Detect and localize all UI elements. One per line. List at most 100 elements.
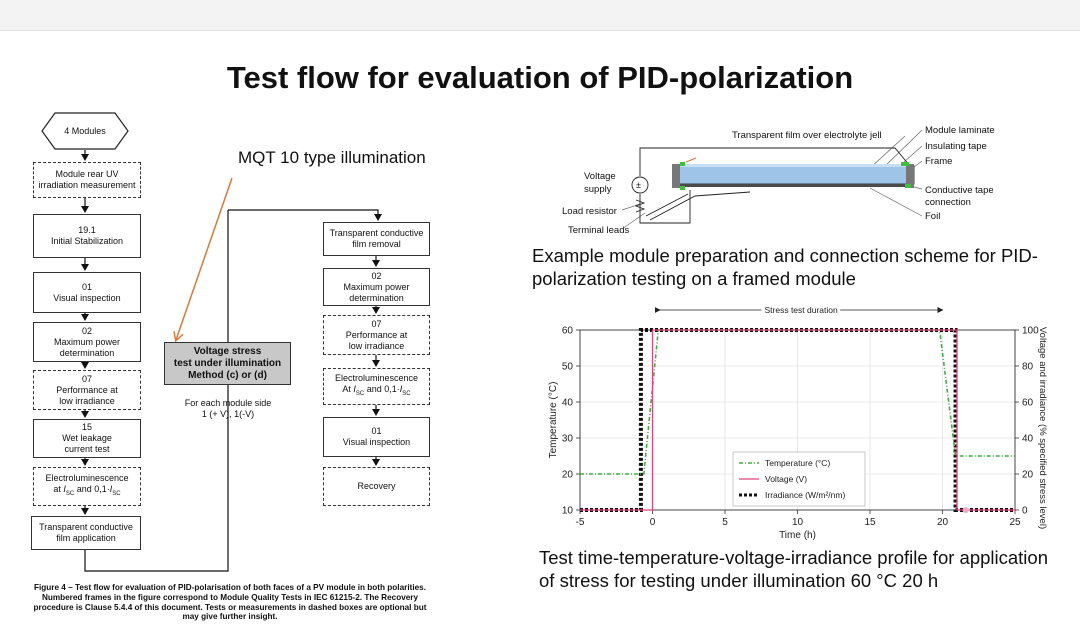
y2-tick-label: 40 [1022,434,1034,445]
label-load: Load resistor [562,206,617,217]
flow-box-electroluminescence-left: Electroluminescence at ISC and 0,1·ISC [33,467,141,506]
box-line: low irradiance [348,340,405,351]
box-line: 19.1 [78,225,96,235]
box-line: Electroluminescence [45,473,129,484]
box-line: Maximum power [343,281,410,292]
box-line: current test [64,444,110,454]
flow-box-initial-stabilization: 19.1 Initial Stabilization [33,214,141,258]
box-line: Recovery [357,481,396,491]
box-line: 07 [81,373,92,384]
box-line: Maximum power [53,336,120,347]
y2-tick-label: 80 [1022,362,1034,373]
flow-box-electroluminescence-right: Electroluminescence At ISC and 0,1·ISC [323,368,430,405]
browser-top-bar [0,0,1080,31]
box-line: low irradiance [59,395,115,406]
x-tick-label: 25 [1009,517,1021,528]
flow-box-voltage-stress: Voltage stress test under illumination M… [164,342,291,385]
box-line: Visual inspection [342,437,411,447]
flow-box-low-irradiance: 07 Performance at low irradiance [33,370,141,410]
x-tick-label: 0 [650,517,656,528]
profile-chart: -5 0 5 10 15 20 25 10 20 30 40 50 60 0 20 40 60 80 100 Time… [548,302,1048,541]
box-line: film removal [352,239,401,249]
box-line: Voltage stress [193,345,262,357]
y-tick-label: 50 [562,362,574,373]
label-laminate: Module laminate [925,125,995,136]
flow-box-uv-irradiation: Module rear UV irradiation measurement [33,162,141,198]
box-line: 01 [371,426,382,436]
flow-box-visual-inspection: 01 Visual inspection [33,272,141,313]
box-line: Transparent conductive [39,522,133,532]
box-line: determination [349,292,404,303]
y-tick-label: 60 [562,326,574,337]
y-tick-label: 10 [562,506,574,517]
y-tick-label: 30 [562,434,574,445]
flow-box-max-power: 02 Maximum power determination [33,322,141,362]
flow-box-low-irradiance-right: 07 Performance at low irradiance [323,315,430,355]
flow-box-recovery: Recovery [323,467,430,506]
mqt-illumination-label: MQT 10 type illumination [238,148,426,167]
box-line: 01 [81,281,92,292]
chart-caption: Test time-temperature-voltage-irradiance… [539,547,1048,591]
x-tick-label: 15 [864,517,876,528]
y2-axis-label: Voltage and irradiance (% specified stre… [1037,327,1048,529]
legend-label: Voltage (V) [765,474,807,484]
box-line: Electroluminescence [334,373,419,384]
label-frame: Frame [925,156,952,167]
label-film: Transparent film over electrolyte jell [732,130,882,141]
y2-tick-label: 20 [1022,470,1034,481]
y-tick-label: 20 [562,470,574,481]
legend-label: Temperature (°C) [765,458,830,468]
note-line: 1 (+ V), 1(-V) [201,409,255,419]
y-axis-label: Temperature (°C) [548,382,559,459]
label-voltage-1: Voltage [584,171,616,182]
connection-scheme: Transparent film over electrolyte jell M… [562,125,995,236]
box-line: Method (c) or (d) [188,369,267,381]
flow-box-visual-inspection-right: 01 Visual inspection [323,417,430,457]
label-foil: Foil [925,211,940,222]
flow-box-film-application: Transparent conductive film application [31,516,141,550]
label-voltage-2: supply [584,184,612,195]
y-tick-label: 40 [562,398,574,409]
x-axis-label: Time (h) [779,530,816,541]
box-line: Wet leakage [62,433,112,443]
svg-text:±: ± [636,180,641,190]
y2-tick-label: 0 [1022,506,1028,517]
scheme-caption: Example module preparation and connectio… [532,245,1038,289]
box-line: At ISC and 0,1·ISC [342,384,411,397]
box-line: Initial Stabilization [50,236,124,246]
box-line: irradiation measurement [38,180,136,190]
figure-caption: Figure 4 – Test flow for evaluation of P… [33,583,427,622]
box-line: Module rear UV [55,169,119,179]
box-line: Performance at [56,384,118,395]
y2-tick-label: 60 [1022,398,1034,409]
box-line: Performance at [345,329,408,340]
voltage-end-marker [962,507,969,513]
start-hexagon [41,112,129,150]
y2-tick-label: 100 [1022,326,1039,337]
stress-note: For each module side 1 (+ V), 1(-V) [172,398,284,420]
start-node-label: 4 Modules [64,126,106,136]
box-line: test under illumination [173,357,282,369]
box-line: Transparent conductive [329,228,424,238]
start-node: 4 Modules [42,113,128,149]
box-line: 07 [371,318,382,329]
label-conductive-1: Conductive tape [925,185,994,196]
slide-title: Test flow for evaluation of PID-polariza… [226,60,854,95]
flow-box-max-power-right: 02 Maximum power determination [323,268,430,306]
flow-box-film-removal: Transparent conductive film removal [323,222,430,256]
note-line: For each module side [184,398,272,408]
box-line: at ISC and 0,1·ISC [53,484,121,497]
box-line: 02 [371,270,382,281]
flow-box-wet-leakage: 15 Wet leakage current test [33,419,141,458]
legend-label: Irradiance (W/m²/nm) [765,490,845,500]
box-line: 15 [81,422,92,432]
label-terminal: Terminal leads [568,225,629,236]
label-insulating: Insulating tape [925,141,987,152]
annotation-label: Stress test duration [765,305,839,315]
x-tick-label: 20 [937,517,949,528]
x-tick-label: 10 [792,517,804,528]
box-line: 02 [81,325,92,336]
x-tick-label: 5 [722,517,728,528]
box-line: film application [56,533,116,543]
